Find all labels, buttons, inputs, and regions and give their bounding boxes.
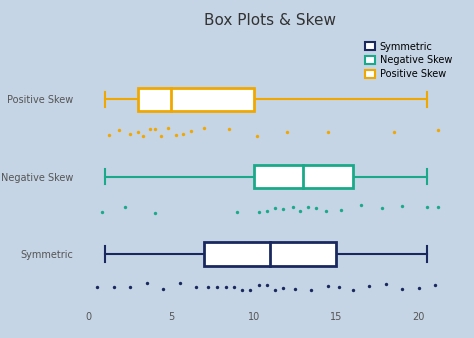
Point [337,208,345,213]
Point [105,132,112,137]
Point [164,126,172,131]
Point [322,208,330,213]
Point [157,133,165,138]
Point [179,131,187,136]
Point [271,205,279,211]
Point [357,203,365,208]
Point [324,284,332,289]
Point [390,129,398,135]
Point [121,204,129,210]
Point [143,280,150,285]
Point [398,203,406,209]
Point [222,285,229,290]
Point [255,282,263,287]
Point [238,287,246,293]
Point [225,126,233,132]
Legend: Symmetric, Negative Skew, Positive Skew: Symmetric, Negative Skew, Positive Skew [362,39,455,82]
Point [324,129,332,134]
Point [349,287,356,293]
Point [151,126,159,131]
Point [176,280,183,286]
Point [115,127,122,133]
Point [379,206,386,211]
Point [336,284,343,290]
Point [431,283,439,288]
Point [230,284,237,289]
Point [415,286,422,291]
Point [139,133,147,138]
Bar [254,165,353,188]
Point [159,286,167,292]
Title: Box Plots & Skew: Box Plots & Skew [204,14,336,28]
Point [146,126,154,131]
Point [126,285,134,290]
Point [233,209,241,215]
Point [308,287,315,293]
Point [255,210,263,215]
Point [291,286,299,291]
Point [280,207,287,212]
Point [98,209,106,215]
Point [246,287,254,292]
Point [214,284,221,289]
Point [201,126,208,131]
Point [204,284,211,290]
Point [280,285,287,291]
Point [365,283,373,289]
Point [382,281,389,287]
Point [187,128,195,134]
Point [192,284,200,290]
Point [135,129,142,135]
Point [423,204,430,210]
Point [304,205,312,210]
Point [312,205,320,210]
Point [253,133,261,139]
Point [93,285,101,290]
Point [271,287,279,293]
Point [110,284,118,290]
Point [263,283,271,288]
Bar [138,88,254,111]
Point [398,287,406,292]
Point [283,129,291,135]
Point [126,131,134,137]
Point [290,204,297,210]
Point [173,132,180,138]
Bar [204,242,336,266]
Point [151,210,159,216]
Point [435,127,442,132]
Point [435,204,442,209]
Point [263,208,271,213]
Point [296,208,304,214]
